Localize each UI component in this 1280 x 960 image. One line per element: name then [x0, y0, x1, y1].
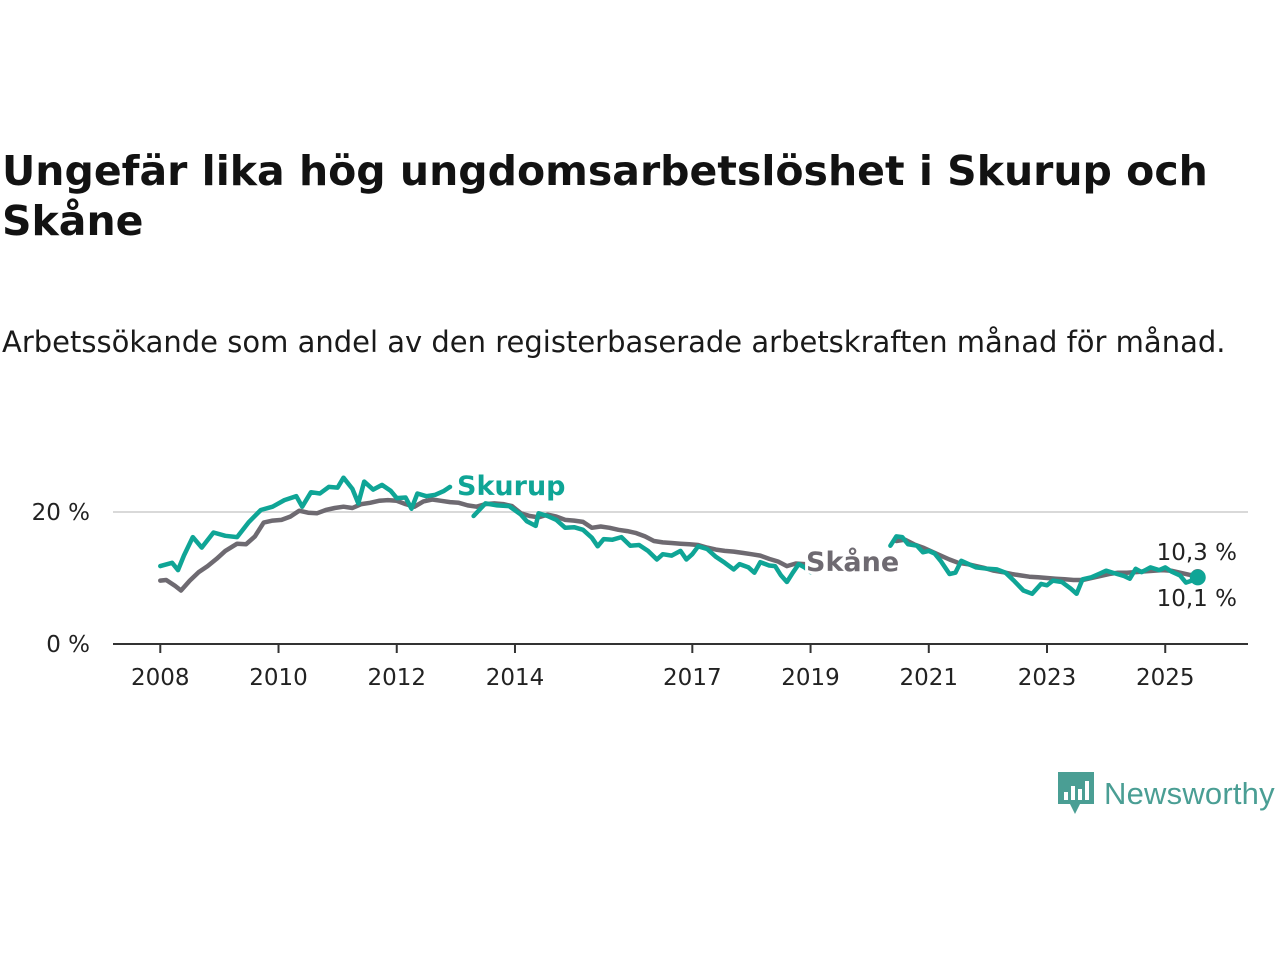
x-tick-label: 2012	[367, 665, 426, 691]
newsworthy-logo-icon	[1058, 772, 1094, 814]
x-tick-label: 2010	[249, 665, 308, 691]
x-tick-label: 2014	[486, 665, 545, 691]
y-tick-label: 20 %	[32, 500, 90, 526]
label-layer: Skurup Skåne 10,3 % 10,1 %	[457, 471, 1237, 612]
skurup-line	[158, 475, 453, 573]
axis-layer: 0 % 20 % 2008 2010 2012 2014 2017 2019 2021 2023 2…	[32, 500, 1248, 691]
chart-subtitle: Arbetssökande som andel av den registerb…	[2, 325, 1226, 359]
x-tick-label: 2017	[663, 665, 722, 691]
x-tick-label: 2023	[1018, 665, 1077, 691]
x-tick-label: 2021	[900, 665, 959, 691]
line-chart: 0 % 20 % 2008 2010 2012 2014 2017 2019 2021 2023 2…	[32, 471, 1248, 691]
x-tick-label: 2008	[131, 665, 190, 691]
skane-end-value: 10,3 %	[1157, 540, 1237, 566]
skane-series-label: Skåne	[806, 546, 899, 578]
x-tick-label: 2025	[1136, 665, 1195, 691]
chart-title: Ungefär lika hög ungdomsarbetslöshet i S…	[2, 147, 1208, 245]
skurup-line	[471, 501, 813, 585]
newsworthy-logo-text: Newsworthy	[1104, 776, 1275, 811]
skurup-line	[888, 534, 1201, 597]
newsworthy-logo: Newsworthy	[1058, 772, 1275, 816]
x-tick-label: 2019	[781, 665, 840, 691]
skurup-end-point	[1189, 569, 1206, 586]
skurup-end-value: 10,1 %	[1157, 586, 1237, 612]
y-tick-label: 0 %	[46, 632, 90, 658]
series-layer	[158, 475, 1206, 597]
skurup-series-label: Skurup	[457, 471, 566, 502]
